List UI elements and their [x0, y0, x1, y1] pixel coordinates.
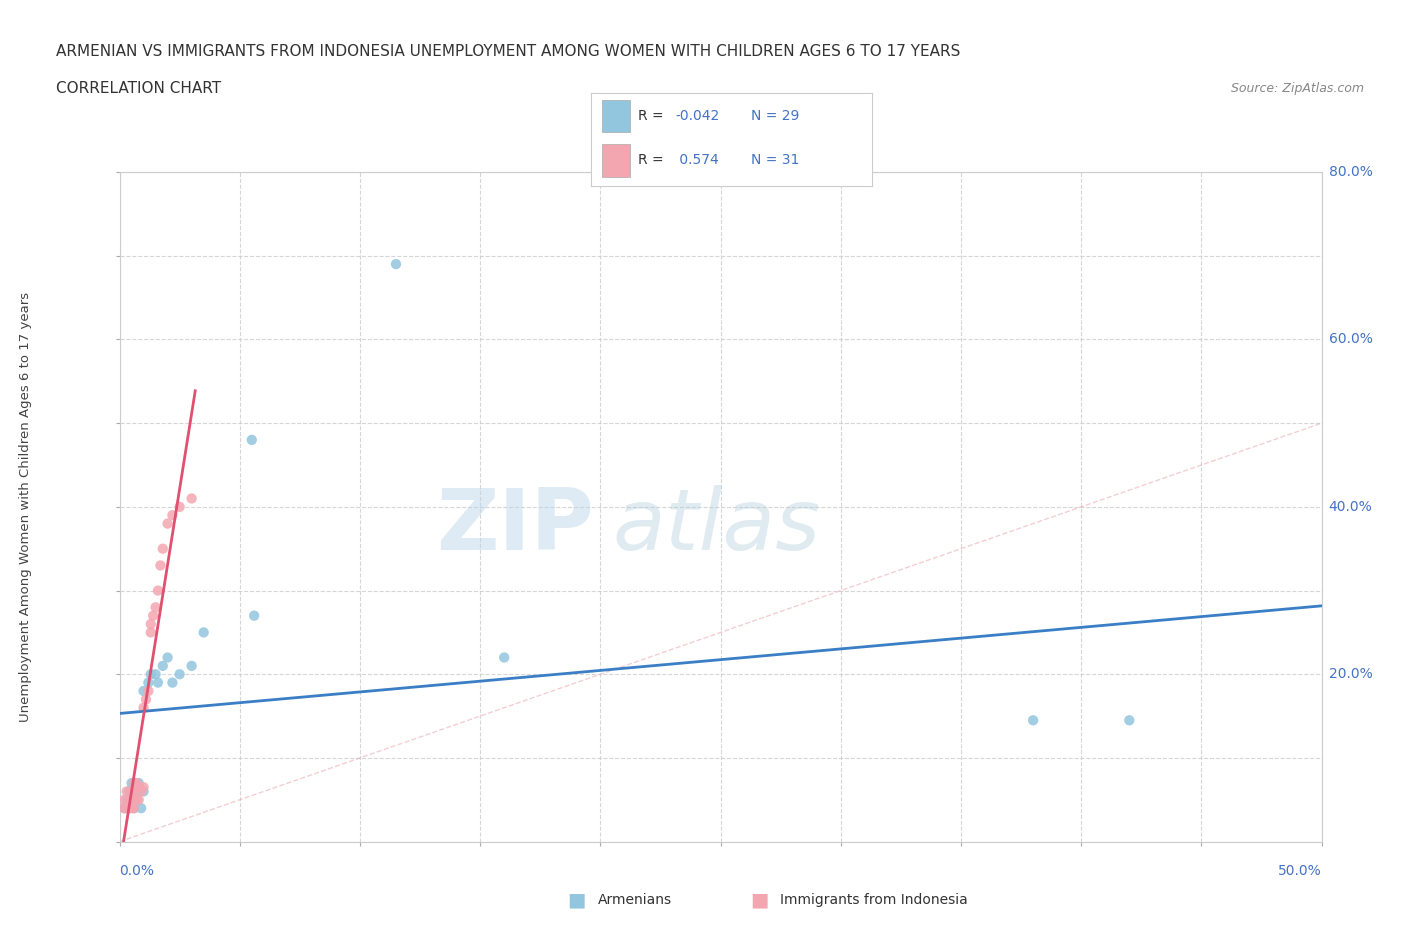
Text: Unemployment Among Women with Children Ages 6 to 17 years: Unemployment Among Women with Children A…: [18, 292, 32, 722]
Point: [121, 801, 143, 816]
Text: -0.042: -0.042: [675, 109, 718, 123]
Point: [128, 779, 150, 794]
Point: [180, 658, 202, 673]
Point: [118, 801, 141, 816]
Point: [132, 779, 155, 794]
Point: [139, 617, 162, 631]
Point: [138, 675, 160, 690]
Point: [162, 675, 184, 690]
Point: [118, 792, 141, 807]
Point: [146, 583, 169, 598]
Text: 80.0%: 80.0%: [1329, 165, 1372, 179]
Point: [128, 784, 150, 799]
Text: N = 29: N = 29: [751, 109, 799, 123]
Point: [122, 801, 145, 816]
Text: R =: R =: [638, 153, 668, 167]
Point: [112, 801, 135, 816]
Text: atlas: atlas: [613, 485, 820, 568]
Point: [122, 784, 145, 799]
Point: [132, 784, 155, 799]
Point: [125, 776, 148, 790]
Point: [139, 667, 162, 682]
Text: CORRELATION CHART: CORRELATION CHART: [56, 81, 221, 96]
Text: ■: ■: [749, 891, 769, 910]
Text: 50.0%: 50.0%: [1278, 864, 1322, 879]
Text: ■: ■: [567, 891, 586, 910]
Text: ZIP: ZIP: [437, 485, 595, 568]
Point: [128, 776, 150, 790]
Point: [135, 692, 157, 707]
Text: Source: ZipAtlas.com: Source: ZipAtlas.com: [1230, 82, 1364, 95]
Point: [125, 792, 148, 807]
Text: 0.0%: 0.0%: [120, 864, 155, 879]
Point: [1118, 713, 1140, 728]
Point: [240, 432, 263, 447]
Text: R =: R =: [638, 109, 668, 123]
Point: [129, 801, 152, 816]
Point: [122, 801, 145, 816]
Text: 0.574: 0.574: [675, 153, 718, 167]
Point: [132, 684, 155, 698]
Point: [121, 776, 143, 790]
Point: [115, 801, 138, 816]
Point: [142, 608, 165, 623]
Point: [125, 792, 148, 807]
Point: [112, 792, 135, 807]
Point: [121, 784, 143, 799]
Point: [156, 516, 179, 531]
Bar: [602, 100, 630, 132]
Point: [118, 784, 141, 799]
Text: N = 31: N = 31: [751, 153, 799, 167]
Point: [128, 792, 150, 807]
Point: [138, 684, 160, 698]
Text: Armenians: Armenians: [598, 893, 672, 908]
Point: [132, 700, 155, 715]
Point: [494, 650, 516, 665]
Point: [121, 792, 143, 807]
Text: 20.0%: 20.0%: [1329, 667, 1372, 682]
Point: [146, 675, 169, 690]
Point: [193, 625, 215, 640]
Point: [1022, 713, 1045, 728]
Point: [149, 558, 172, 573]
Point: [122, 776, 145, 790]
Point: [162, 508, 184, 523]
Point: [145, 600, 167, 615]
Text: 60.0%: 60.0%: [1329, 332, 1372, 347]
Point: [243, 608, 266, 623]
Point: [169, 667, 191, 682]
Point: [112, 801, 135, 816]
Point: [115, 784, 138, 799]
Point: [129, 784, 152, 799]
Text: ARMENIAN VS IMMIGRANTS FROM INDONESIA UNEMPLOYMENT AMONG WOMEN WITH CHILDREN AGE: ARMENIAN VS IMMIGRANTS FROM INDONESIA UN…: [56, 44, 960, 59]
Point: [156, 650, 179, 665]
Point: [169, 499, 191, 514]
Text: Immigrants from Indonesia: Immigrants from Indonesia: [780, 893, 969, 908]
Point: [145, 667, 167, 682]
Point: [115, 792, 138, 807]
Point: [385, 257, 408, 272]
Bar: [602, 144, 630, 177]
Point: [118, 801, 141, 816]
Point: [152, 658, 174, 673]
Text: 40.0%: 40.0%: [1329, 499, 1372, 514]
Point: [180, 491, 202, 506]
Point: [152, 541, 174, 556]
Point: [139, 625, 162, 640]
